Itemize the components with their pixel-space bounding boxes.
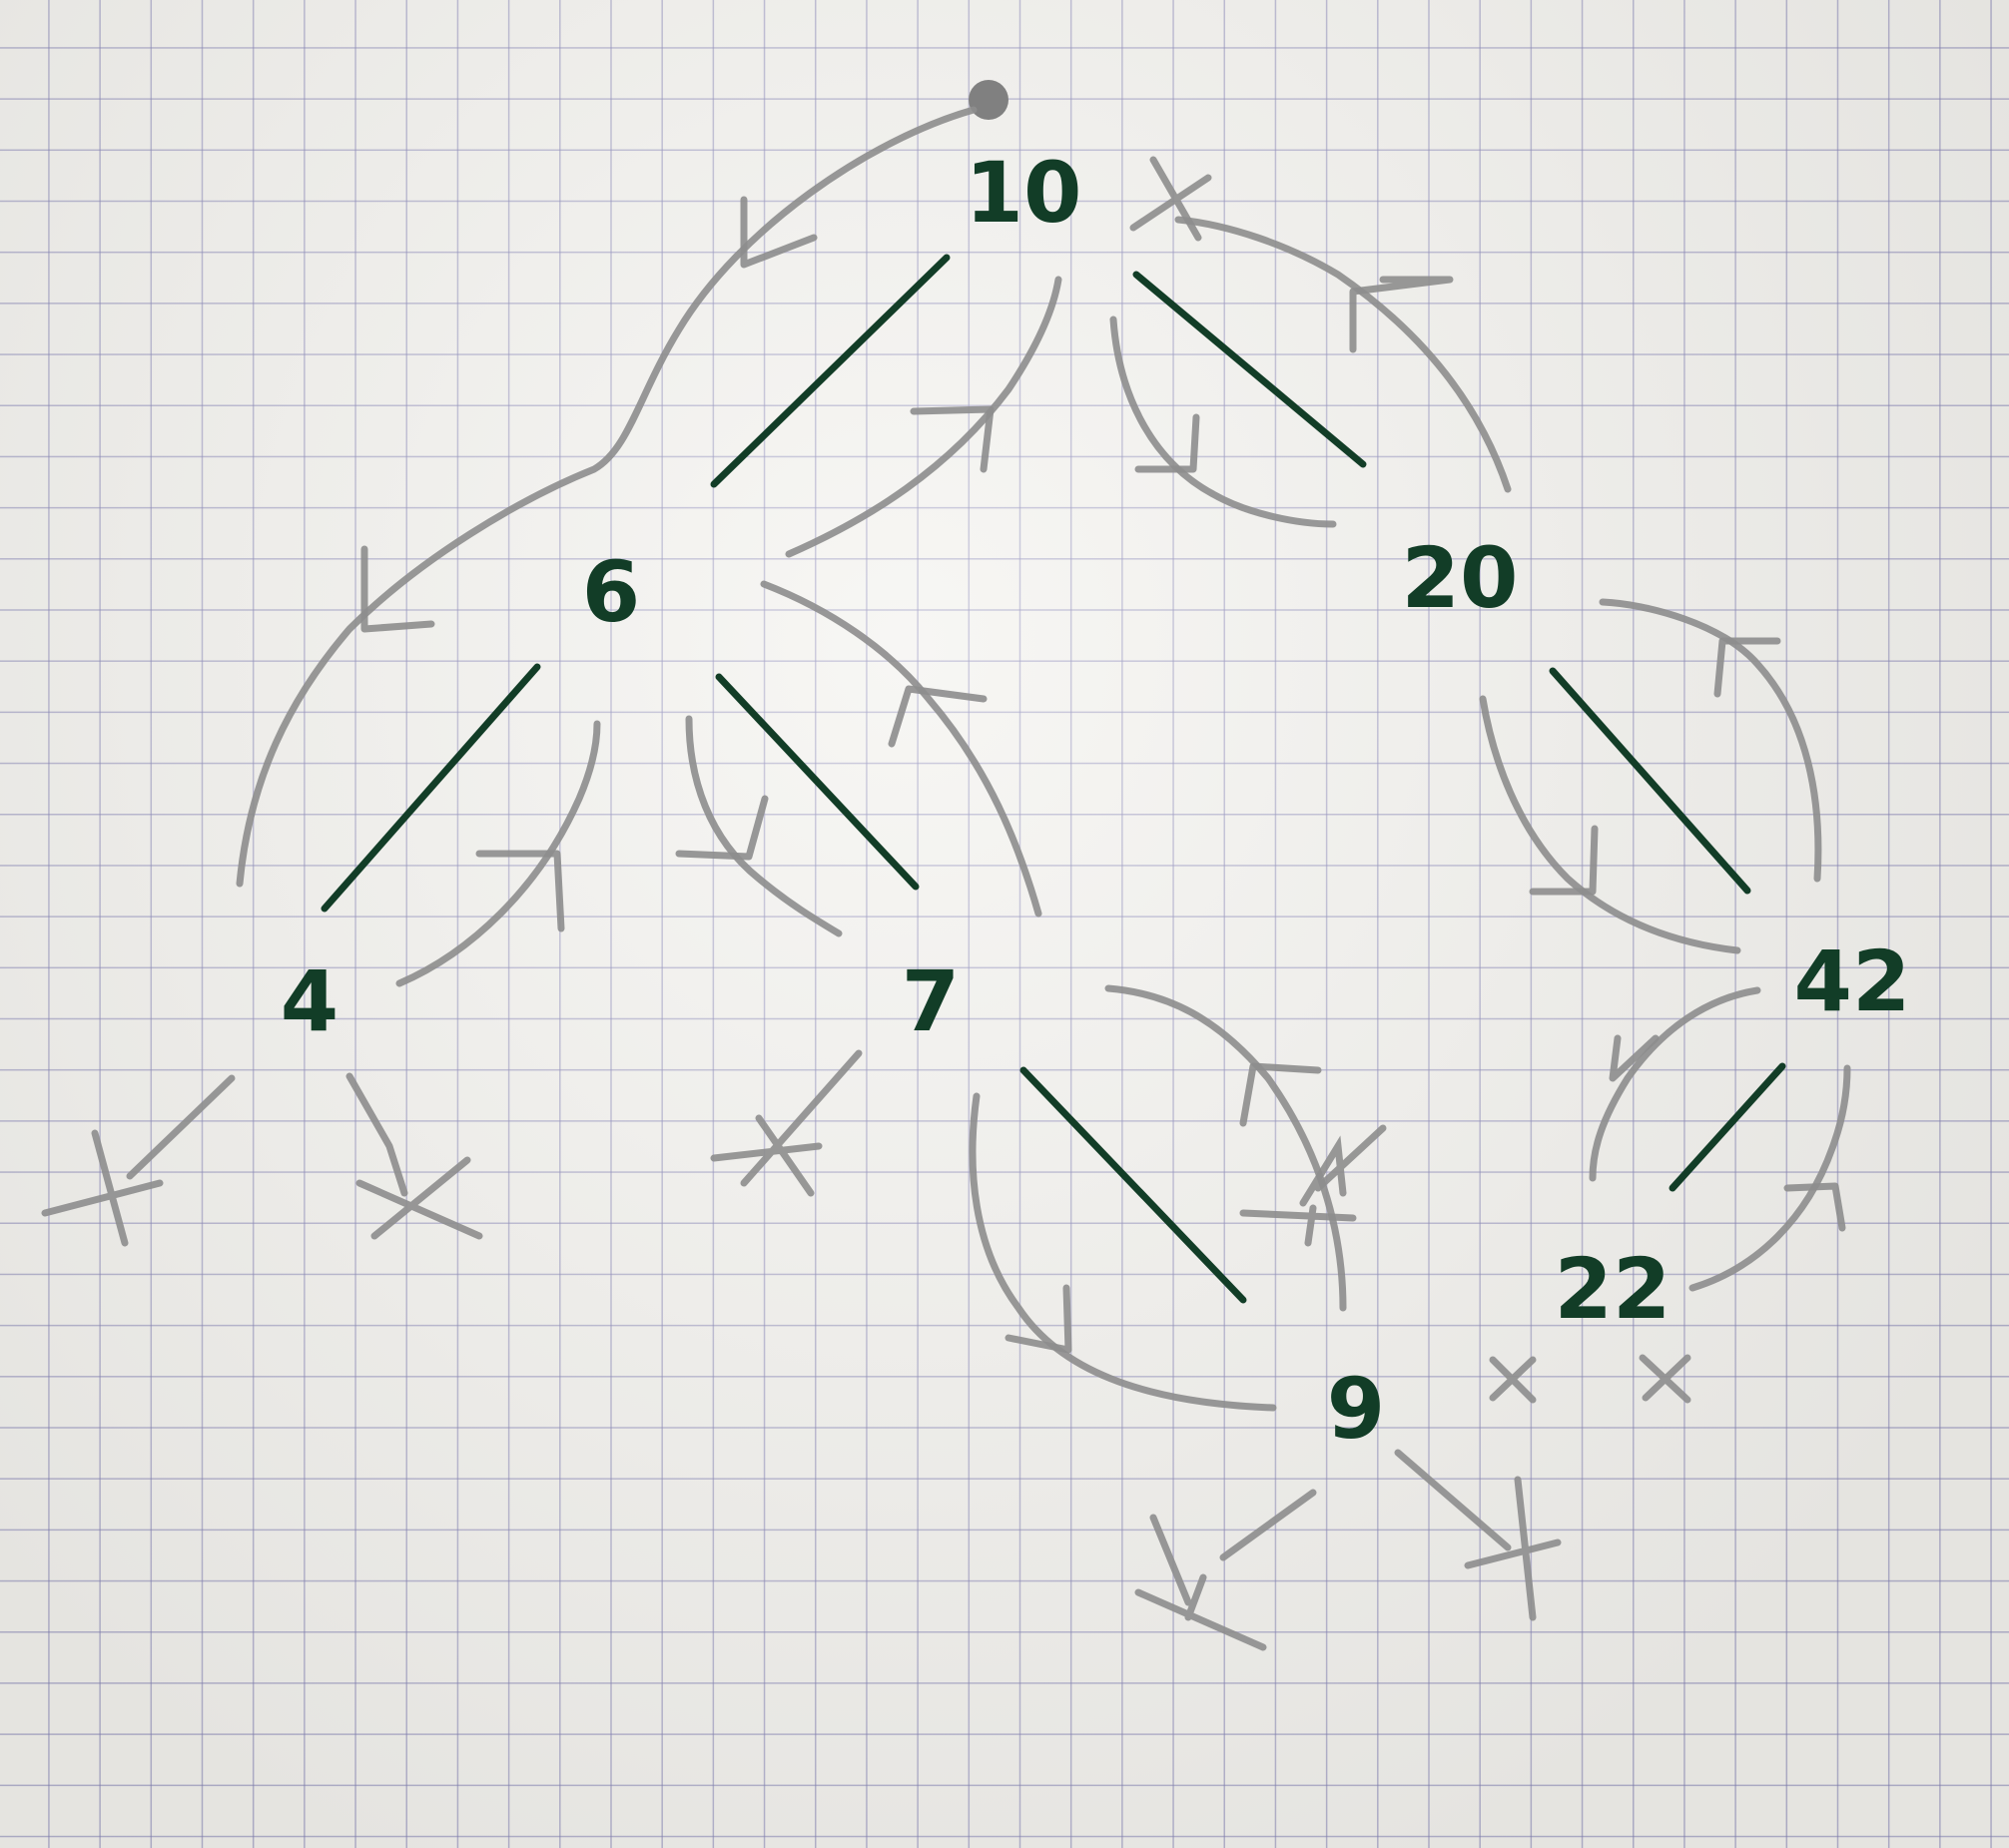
arrow-mark-8 [1349,276,1454,353]
node-6: 6 [582,543,640,641]
path-10-to-20 [1109,315,1337,528]
path-7-to-9 [969,1092,1277,1412]
arrow-mark-13 [1239,1062,1322,1127]
edge-10-20 [1132,271,1367,468]
null-mark-9-right [1394,1449,1562,1621]
null-mark-7-left [710,1049,863,1197]
traversal-path [236,106,1851,1412]
path-6-to-7 [685,715,843,937]
arrow-mark-4 [675,795,769,861]
node-22: 22 [1555,1240,1672,1338]
null-mark-9-left [1134,1489,1317,1651]
path-4-to-6 [395,720,601,987]
null-markers [41,156,1691,1651]
path-9-to-7 [1104,984,1347,1312]
node-9: 9 [1327,1360,1385,1458]
path-22-to-42 [1688,1064,1851,1292]
edge-6-4 [321,663,541,913]
arrow-mark-12 [1783,1182,1846,1232]
edge-6-7 [715,673,920,891]
null-mark-22-right [1639,1354,1691,1404]
arrow-mark-3 [475,850,565,932]
edge-7-9 [1019,1066,1247,1304]
path-42-to-22 [1589,986,1761,1182]
null-mark-10-right [1129,156,1212,242]
node-4: 4 [281,952,338,1050]
arrow-mark-5 [888,685,988,748]
edge-10-6 [710,254,951,488]
arrow-mark-10 [1713,637,1781,698]
tree-edges [321,254,1786,1304]
node-20: 20 [1402,529,1519,627]
path-20-to-10 [1174,216,1512,493]
null-mark-4-right [345,1072,483,1240]
node-7: 7 [902,952,960,1050]
path-7-to-6 [760,580,1042,918]
path-20-to-42 [1479,695,1741,954]
arrow-mark-14 [1004,1284,1072,1354]
edge-42-22 [1669,1062,1786,1192]
edge-20-42 [1549,667,1751,895]
arrow-mark-11 [1609,1034,1660,1082]
arrow-mark-2 [360,545,435,633]
node-42: 42 [1794,932,1911,1030]
arrow-mark-6 [910,405,995,473]
path-42-to-20 [1599,598,1822,883]
start-dot [969,80,1008,120]
tree-nodes: 10 6 20 4 7 42 9 22 [281,144,1911,1458]
node-10: 10 [966,144,1082,242]
arrow-mark-1 [740,196,818,269]
null-mark-20-left [1239,1124,1387,1247]
arrow-mark-7 [1134,413,1200,473]
path-start-to-4 [236,106,978,888]
null-mark-4-left [41,1074,236,1247]
null-mark-22-left [1489,1356,1537,1404]
arrow-mark-9 [1529,825,1599,896]
path-6-to-10 [785,276,1062,558]
